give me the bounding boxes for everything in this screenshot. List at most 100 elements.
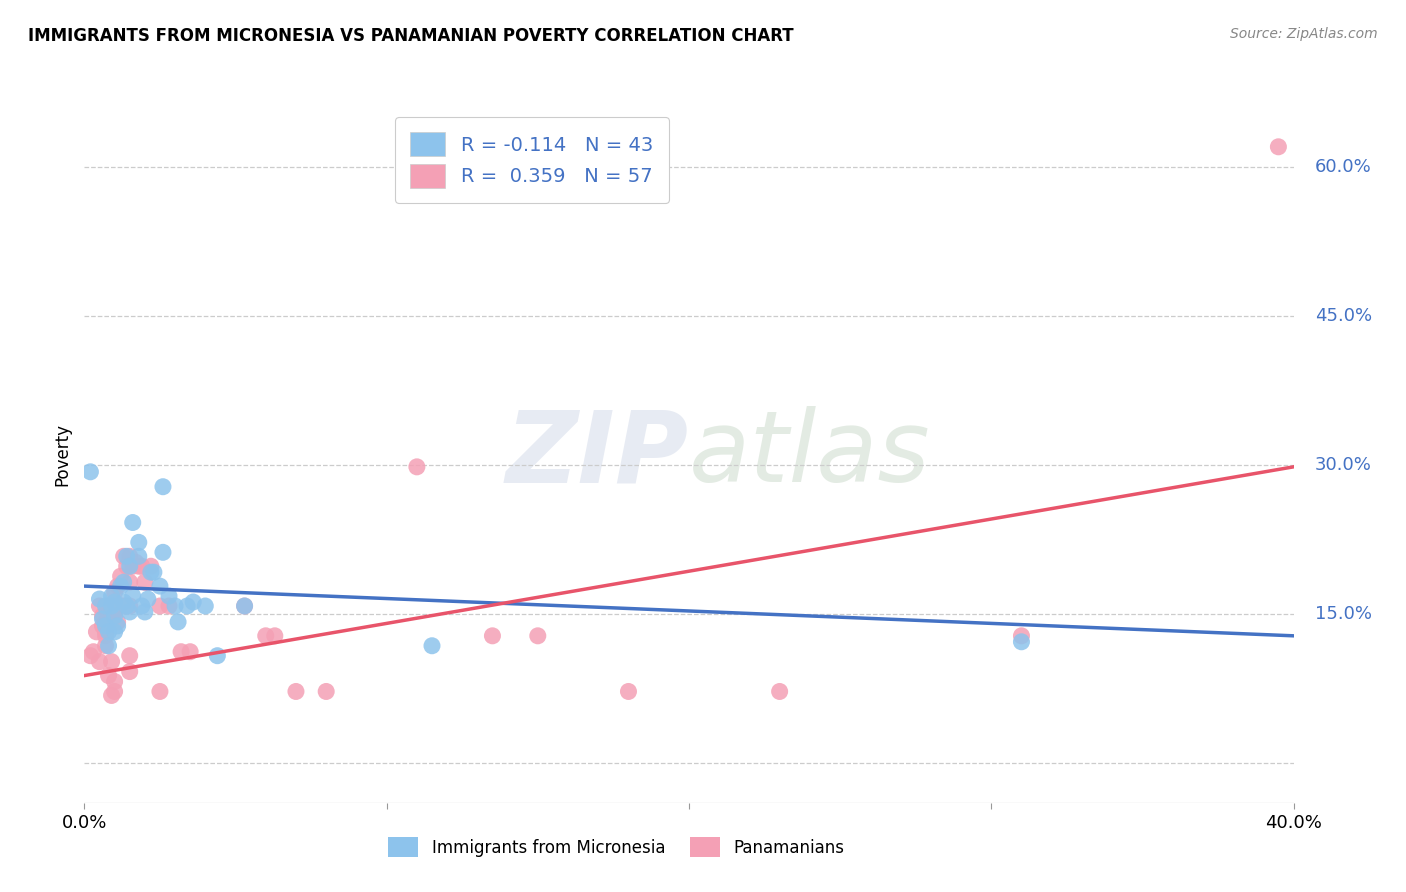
Point (79, 648, 101, 663)
Point (100, 655, 122, 669)
Point (104, 595, 127, 609)
Point (104, 684, 127, 698)
Point (94, 599, 117, 613)
Point (167, 615, 190, 629)
Point (118, 549, 141, 564)
Point (181, 595, 204, 609)
Point (104, 624, 127, 639)
Point (118, 559, 141, 574)
Point (170, 645, 193, 659)
Point (149, 599, 172, 613)
Point (131, 559, 153, 574)
Point (104, 674, 127, 689)
Text: 30.0%: 30.0% (1315, 456, 1371, 474)
Point (481, 629, 503, 643)
Point (94, 639, 117, 653)
Point (86, 624, 108, 639)
Point (94, 615, 117, 629)
Point (617, 684, 640, 698)
Point (1267, 140, 1289, 154)
Point (89, 655, 111, 669)
Point (104, 605, 127, 619)
Point (112, 575, 135, 590)
Point (115, 559, 138, 574)
Text: Source: ZipAtlas.com: Source: ZipAtlas.com (1230, 27, 1378, 41)
Point (1010, 629, 1032, 643)
Point (136, 592, 159, 607)
Point (97, 639, 120, 653)
Point (176, 599, 198, 613)
Point (131, 599, 153, 613)
Point (152, 545, 174, 559)
Point (100, 599, 122, 613)
Y-axis label: Poverty: Poverty (53, 424, 72, 486)
Point (179, 645, 201, 659)
Point (91, 609, 114, 624)
Point (104, 585, 127, 599)
Text: 15.0%: 15.0% (1315, 605, 1372, 623)
Point (91, 612, 114, 626)
Point (118, 648, 141, 663)
Point (115, 549, 138, 564)
Point (139, 559, 162, 574)
Point (94, 629, 117, 643)
Point (233, 599, 256, 613)
Point (406, 459, 429, 474)
Point (82, 645, 104, 659)
Point (112, 549, 135, 564)
Point (110, 599, 132, 613)
Point (97, 609, 120, 624)
Point (104, 609, 127, 624)
Point (769, 684, 792, 698)
Point (110, 569, 132, 583)
Point (526, 629, 548, 643)
Point (315, 684, 337, 698)
Point (263, 629, 285, 643)
Point (128, 559, 150, 574)
Point (121, 516, 143, 530)
Point (97, 668, 120, 682)
Point (157, 599, 180, 613)
Point (284, 684, 308, 698)
Text: IMMIGRANTS FROM MICRONESIA VS PANAMANIAN POVERTY CORRELATION CHART: IMMIGRANTS FROM MICRONESIA VS PANAMANIAN… (28, 27, 794, 45)
Point (233, 599, 256, 613)
Point (163, 599, 186, 613)
Point (100, 689, 122, 703)
Point (134, 575, 156, 590)
Point (97, 624, 120, 639)
Point (152, 480, 174, 494)
Point (125, 555, 148, 569)
Point (157, 589, 180, 603)
Point (194, 599, 217, 613)
Point (100, 589, 122, 603)
Point (134, 605, 156, 619)
Point (89, 599, 111, 613)
Point (254, 629, 277, 643)
Legend: Immigrants from Micronesia, Panamanians: Immigrants from Micronesia, Panamanians (381, 830, 851, 864)
Text: 45.0%: 45.0% (1315, 307, 1372, 325)
Point (110, 579, 132, 593)
Point (128, 549, 150, 564)
Point (142, 565, 165, 579)
Point (118, 665, 141, 679)
Point (118, 599, 141, 613)
Point (420, 639, 443, 653)
Point (107, 579, 129, 593)
Point (107, 619, 129, 633)
Point (107, 615, 129, 629)
Point (1010, 634, 1032, 648)
Point (100, 615, 122, 629)
Point (115, 599, 138, 613)
Point (94, 624, 117, 639)
Point (118, 575, 141, 590)
Point (118, 605, 141, 619)
Text: atlas: atlas (689, 407, 931, 503)
Point (100, 599, 122, 613)
Point (207, 648, 229, 663)
Point (89, 592, 111, 607)
Point (121, 559, 143, 574)
Point (112, 599, 135, 613)
Point (149, 684, 172, 698)
Point (121, 589, 143, 603)
Point (91, 619, 114, 633)
